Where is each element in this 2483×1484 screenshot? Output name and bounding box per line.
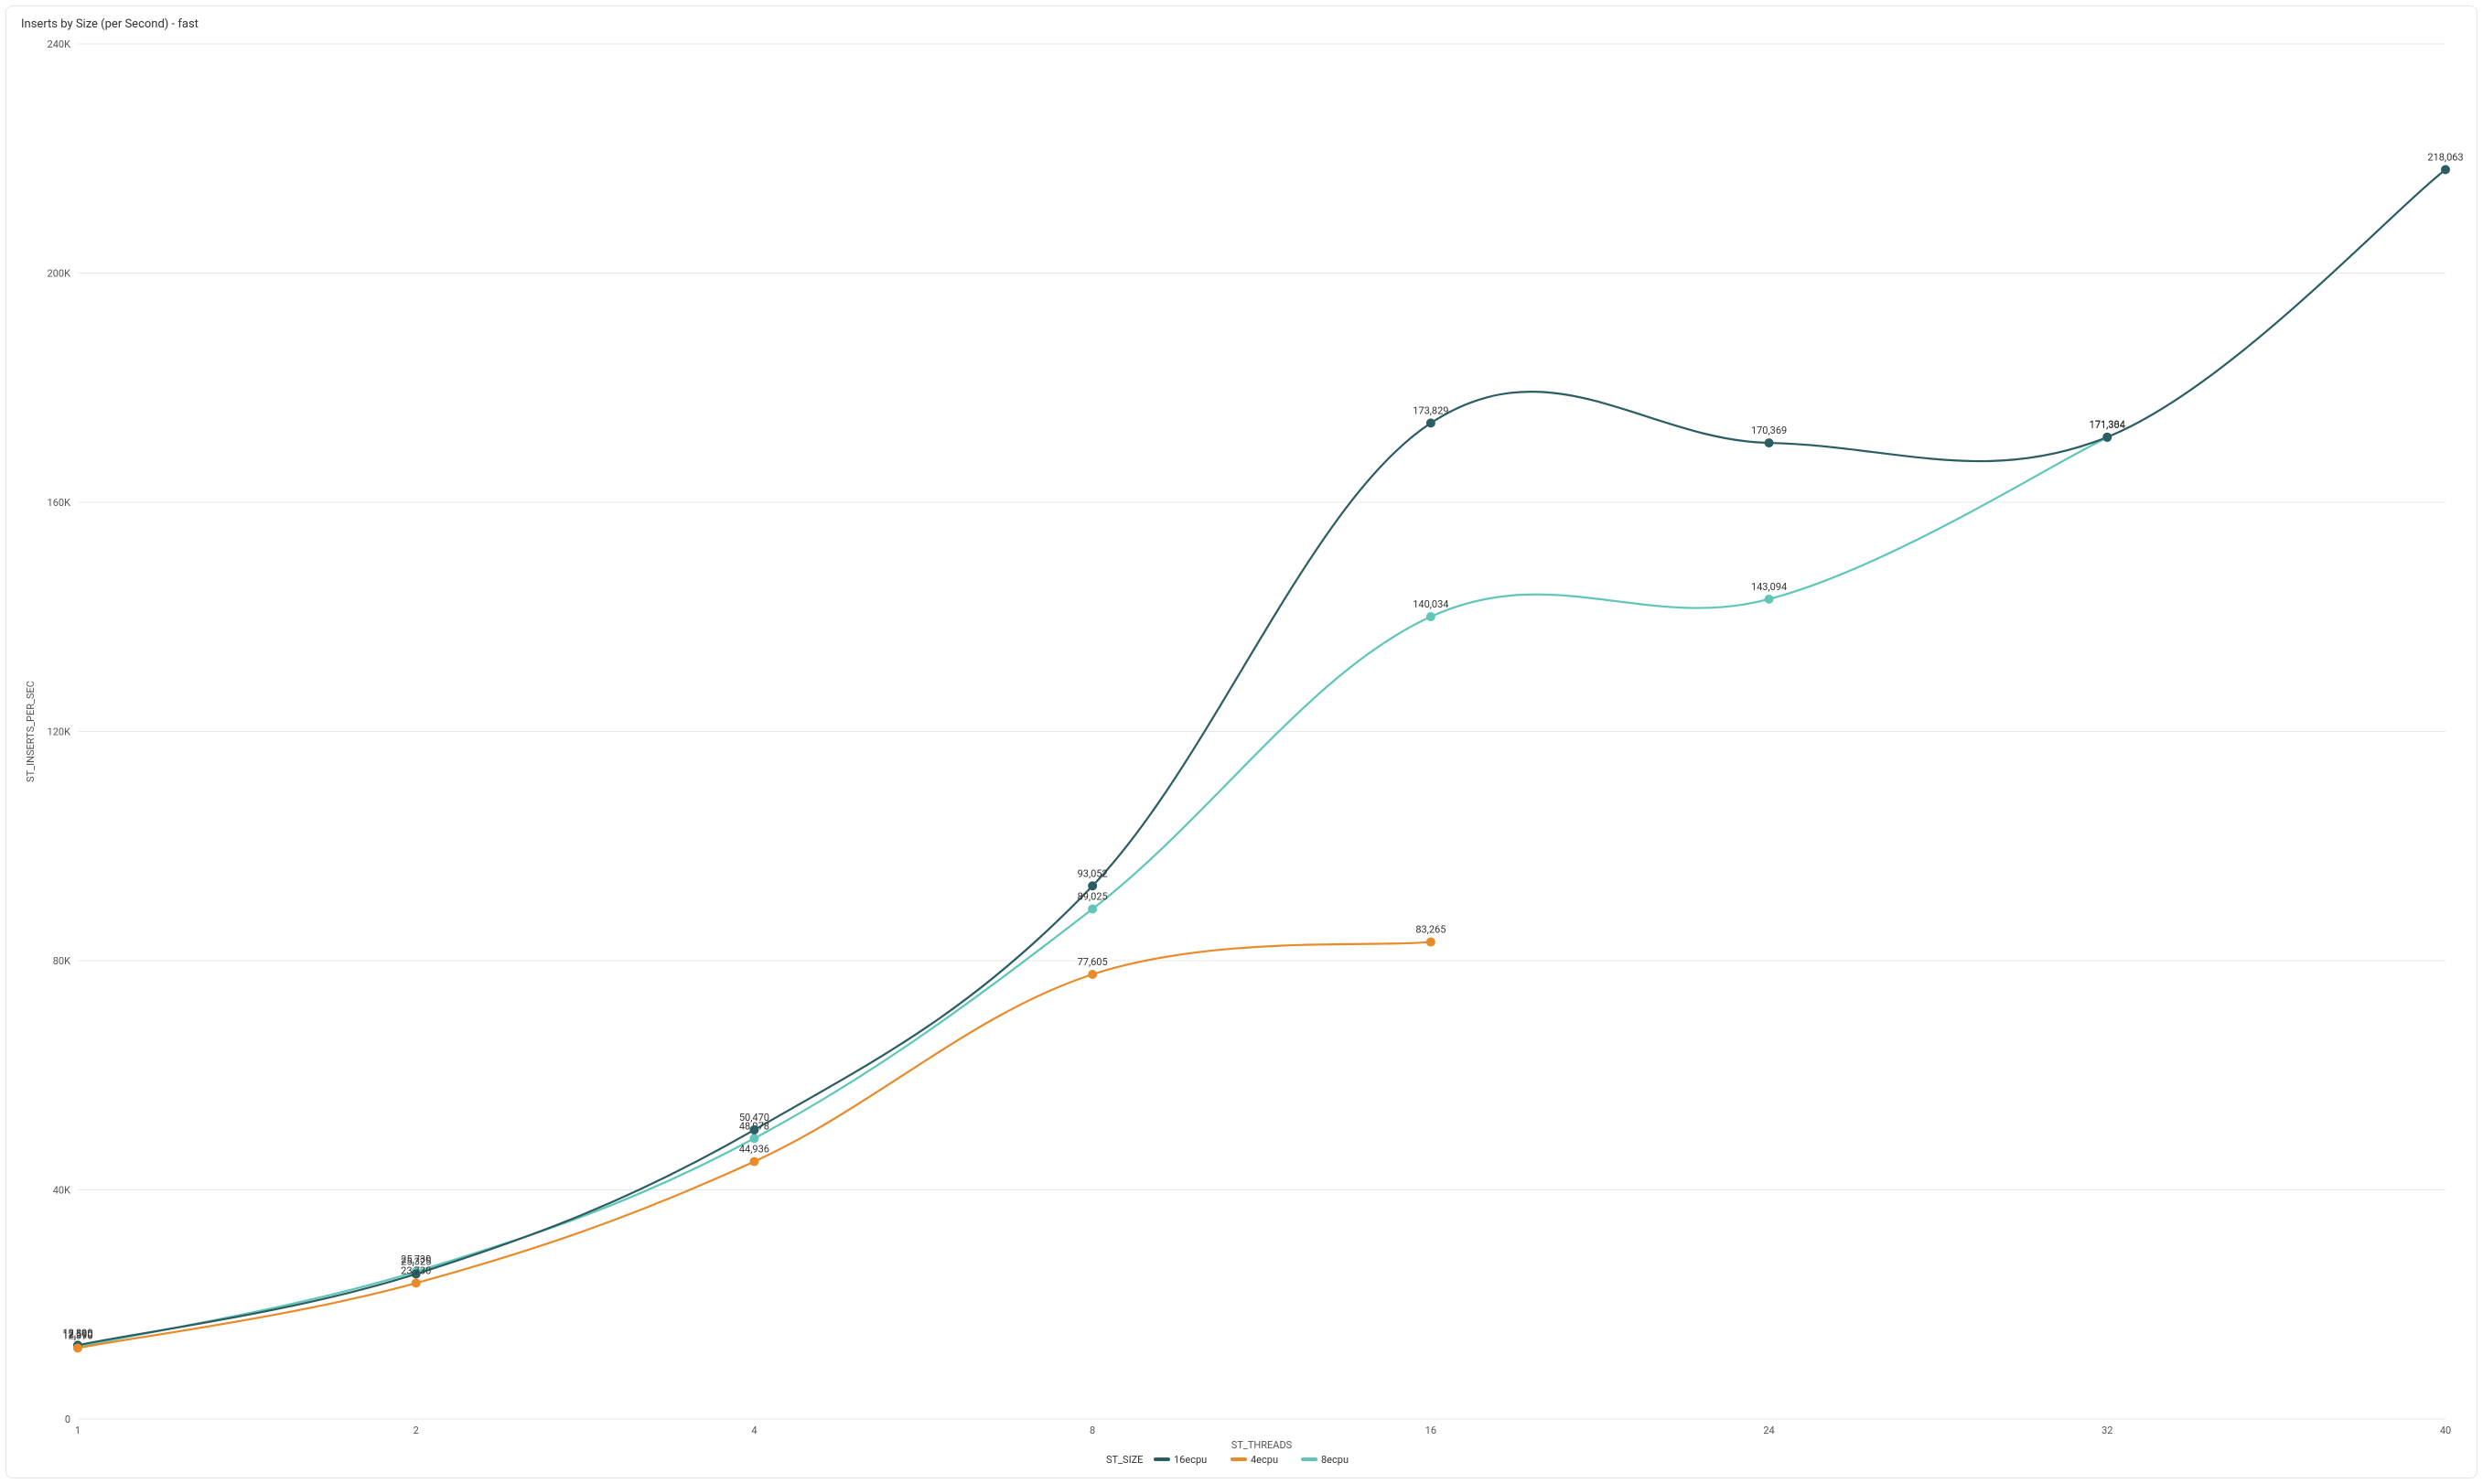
svg-text:170,369: 170,369 [1751, 425, 1787, 436]
svg-text:4: 4 [751, 1425, 757, 1436]
chart-title: Inserts by Size (per Second) - fast [21, 17, 2464, 31]
svg-text:143,094: 143,094 [1751, 581, 1787, 593]
svg-text:ST_INSERTS_PER_SEC: ST_INSERTS_PER_SEC [25, 681, 37, 782]
svg-text:16: 16 [1425, 1425, 1436, 1436]
svg-text:50,470: 50,470 [739, 1112, 769, 1124]
svg-text:173,829: 173,829 [1413, 404, 1448, 416]
svg-text:8: 8 [1090, 1425, 1095, 1436]
svg-text:40: 40 [2440, 1425, 2451, 1436]
svg-text:12,390: 12,390 [62, 1329, 92, 1341]
point[interactable] [1088, 970, 1097, 979]
svg-text:32: 32 [2101, 1425, 2112, 1436]
svg-text:160K: 160K [48, 497, 71, 509]
point[interactable] [749, 1125, 758, 1135]
point[interactable] [1765, 595, 1774, 604]
svg-text:40K: 40K [53, 1185, 70, 1197]
point[interactable] [1426, 418, 1435, 427]
legend-label-4ecpu[interactable]: 4ecpu [1251, 1454, 1278, 1466]
svg-text:89,025: 89,025 [1078, 890, 1108, 902]
point[interactable] [1426, 612, 1435, 621]
point[interactable] [1088, 881, 1097, 890]
point[interactable] [749, 1157, 758, 1167]
svg-text:44,936: 44,936 [739, 1144, 769, 1156]
legend-label-8ecpu[interactable]: 8ecpu [1321, 1454, 1349, 1466]
svg-text:83,265: 83,265 [1415, 924, 1446, 936]
svg-text:240K: 240K [48, 38, 71, 50]
point[interactable] [1088, 904, 1097, 913]
point[interactable] [2441, 165, 2450, 174]
series-16ecpu [78, 169, 2445, 1345]
svg-text:0: 0 [65, 1414, 70, 1425]
svg-text:77,605: 77,605 [1078, 956, 1108, 968]
svg-text:2: 2 [414, 1425, 419, 1436]
point[interactable] [73, 1343, 82, 1352]
svg-text:1: 1 [75, 1425, 81, 1436]
svg-text:200K: 200K [48, 268, 71, 280]
svg-text:171,384: 171,384 [2090, 419, 2125, 431]
svg-text:140,034: 140,034 [1413, 598, 1448, 610]
point[interactable] [1426, 938, 1435, 947]
points-16ecpu: 12,89025,32550,47093,052173,829170,36917… [62, 151, 2463, 1350]
svg-text:93,052: 93,052 [1078, 867, 1108, 879]
svg-text:218,063: 218,063 [2427, 151, 2463, 163]
point[interactable] [412, 1278, 421, 1287]
legend: ST_SIZE 16ecpu 4ecpu 8ecpu [1106, 1454, 1349, 1466]
svg-text:80K: 80K [53, 955, 70, 967]
svg-text:ST_THREADS: ST_THREADS [1231, 1439, 1293, 1451]
legend-label-16ecpu[interactable]: 16ecpu [1174, 1454, 1207, 1466]
chart-area: 040K80K120K160K200K240K124816243240ST_TH… [19, 35, 2464, 1470]
svg-text:ST_SIZE: ST_SIZE [1106, 1454, 1143, 1466]
svg-text:23,730: 23,730 [401, 1264, 431, 1276]
svg-text:120K: 120K [48, 726, 71, 738]
svg-text:24: 24 [1763, 1425, 1774, 1436]
chart-svg: 040K80K120K160K200K240K124816243240ST_TH… [19, 35, 2464, 1470]
point[interactable] [2102, 433, 2112, 442]
point[interactable] [749, 1134, 758, 1143]
point[interactable] [1765, 438, 1774, 447]
chart-card: Inserts by Size (per Second) - fast 0 40K… [5, 5, 2478, 1479]
